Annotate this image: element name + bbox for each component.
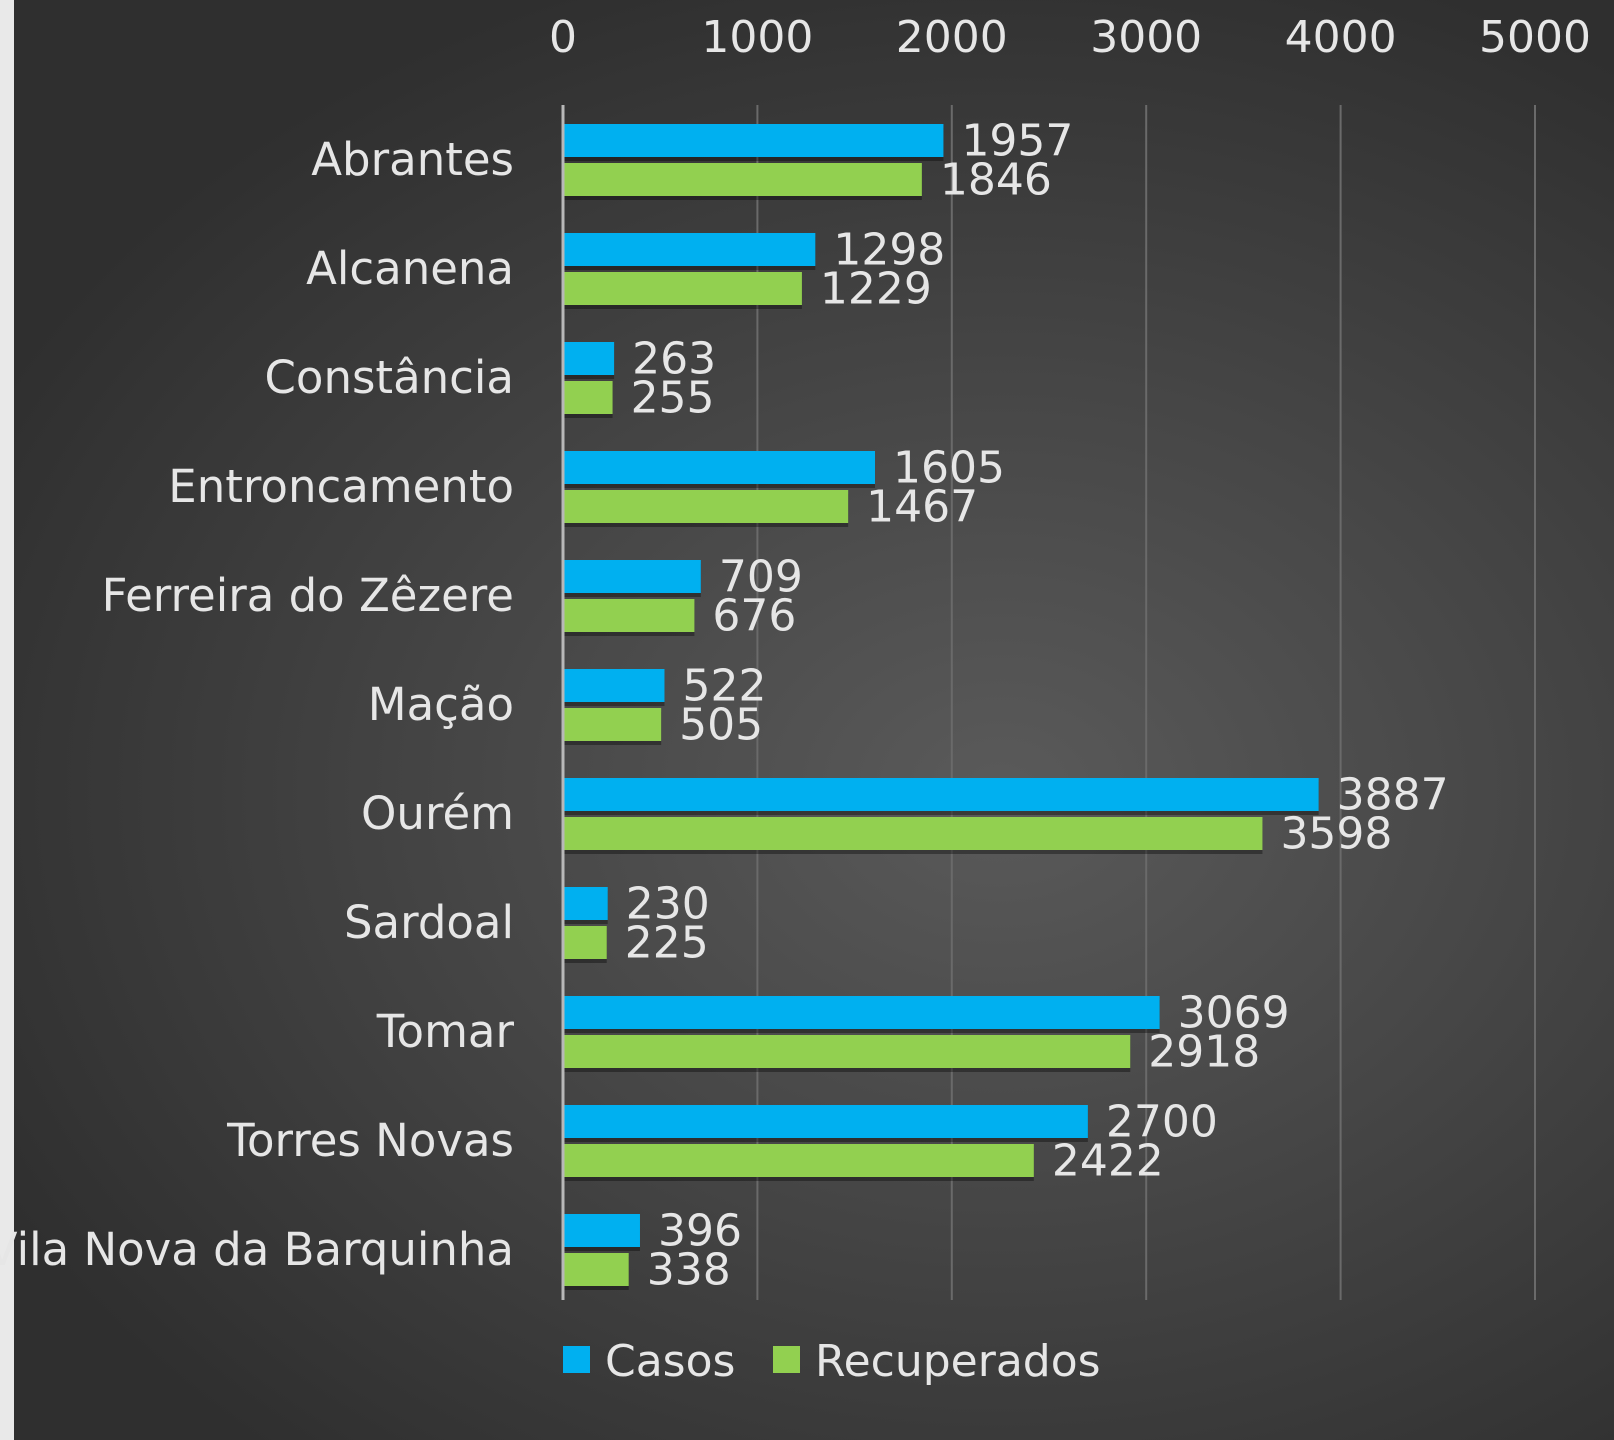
data-label-recuperados: 1229 xyxy=(820,264,932,315)
bar-recuperados xyxy=(563,1253,629,1286)
gridlines xyxy=(756,105,1536,1300)
bar-recuperados xyxy=(563,272,802,305)
data-label-casos: 230 xyxy=(626,879,710,930)
left-edge-strip xyxy=(0,0,14,1440)
bar-casos xyxy=(563,1105,1088,1138)
bar-casos xyxy=(563,560,701,593)
data-label-recuperados: 2422 xyxy=(1052,1136,1164,1187)
legend-label-casos: Casos xyxy=(605,1336,735,1387)
category-label: Entroncamento xyxy=(168,460,514,513)
bar-recuperados xyxy=(563,163,922,196)
bar-casos xyxy=(563,342,615,375)
category-label: Ferreira do Zêzere xyxy=(102,569,514,622)
data-label-recuperados: 676 xyxy=(712,591,796,642)
legend-swatch-casos xyxy=(563,1346,590,1373)
data-label-recuperados: 505 xyxy=(679,700,763,751)
data-label-casos: 263 xyxy=(632,334,716,385)
category-label: Mação xyxy=(368,678,514,731)
category-label: Abrantes xyxy=(311,133,514,186)
data-label-casos: 3069 xyxy=(1178,988,1290,1039)
data-label-casos: 1298 xyxy=(833,225,945,276)
x-tick-label: 5000 xyxy=(1479,12,1591,63)
bar-recuperados xyxy=(563,1035,1131,1068)
data-label-casos: 1605 xyxy=(893,443,1005,494)
bar-casos xyxy=(563,233,816,266)
category-label: Constância xyxy=(265,351,514,404)
bar-casos xyxy=(563,996,1160,1029)
data-label-casos: 2700 xyxy=(1106,1097,1218,1148)
bar-recuperados xyxy=(563,1144,1034,1177)
category-label: Vila Nova da Barquinha xyxy=(0,1223,514,1276)
x-tick-label: 0 xyxy=(549,12,577,63)
data-label-recuperados: 2918 xyxy=(1148,1027,1260,1078)
data-label-casos: 709 xyxy=(719,552,803,603)
data-label-recuperados: 338 xyxy=(647,1245,731,1296)
bar-casos xyxy=(563,887,608,920)
data-label-recuperados: 1467 xyxy=(866,482,978,533)
data-label-recuperados: 3598 xyxy=(1280,809,1392,860)
category-label: Ourém xyxy=(361,787,514,840)
category-label: Tomar xyxy=(376,1005,515,1058)
bar-recuperados xyxy=(563,708,662,741)
legend-label-recuperados: Recuperados xyxy=(815,1336,1101,1387)
bar-casos xyxy=(563,669,665,702)
x-tick-label: 1000 xyxy=(701,12,813,63)
bar-recuperados xyxy=(563,599,695,632)
bars xyxy=(563,124,1319,1290)
bar-recuperados xyxy=(563,926,607,959)
x-tick-label: 3000 xyxy=(1090,12,1202,63)
category-label: Alcanena xyxy=(306,242,514,295)
category-label: Torres Novas xyxy=(226,1114,514,1167)
bar-casos xyxy=(563,124,944,157)
bar-casos xyxy=(563,778,1319,811)
category-labels: Abrantes Alcanena Constância Entroncamento F… xyxy=(0,133,514,1276)
x-axis-ticks: 0 1000 2000 3000 4000 5000 xyxy=(549,12,1591,63)
x-tick-label: 4000 xyxy=(1285,12,1397,63)
bar-recuperados xyxy=(563,381,613,414)
category-label: Sardoal xyxy=(344,896,514,949)
data-label-recuperados: 255 xyxy=(631,373,715,424)
data-label-recuperados: 1846 xyxy=(940,155,1052,206)
bar-recuperados xyxy=(563,817,1263,850)
data-label-casos: 3887 xyxy=(1337,770,1449,821)
bar-recuperados xyxy=(563,490,849,523)
bar-casos xyxy=(563,451,876,484)
legend-swatch-recuperados xyxy=(773,1346,800,1373)
data-label-casos: 396 xyxy=(658,1206,742,1257)
data-label-casos: 1957 xyxy=(961,116,1073,167)
data-label-recuperados: 225 xyxy=(625,918,709,969)
data-label-casos: 522 xyxy=(682,661,766,712)
legend: Casos Recuperados xyxy=(563,1336,1101,1387)
bar-casos xyxy=(563,1214,640,1247)
x-tick-label: 2000 xyxy=(896,12,1008,63)
